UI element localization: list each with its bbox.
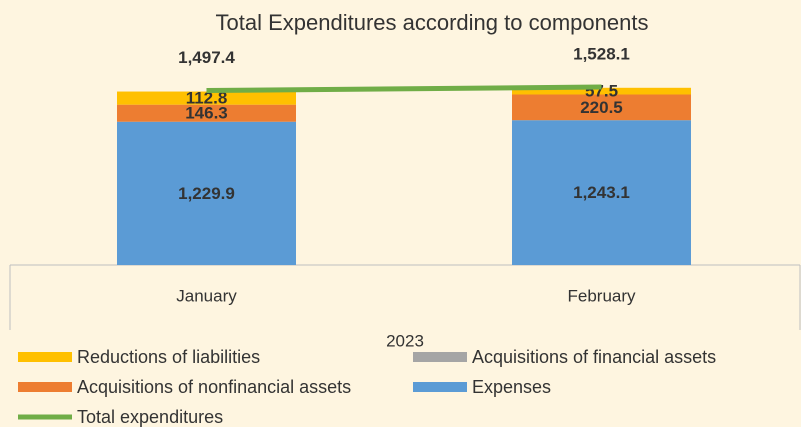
data-label: 220.5 [580, 98, 623, 117]
data-label: 1,229.9 [178, 184, 235, 203]
legend-swatch [18, 352, 72, 362]
legend-label: Expenses [472, 377, 551, 397]
legend-swatch [413, 382, 467, 392]
chart-title: Total Expenditures according to componen… [216, 10, 649, 35]
data-label: 112.8 [186, 89, 228, 108]
bar-segment [512, 87, 691, 95]
total-label: 1,528.1 [573, 44, 630, 63]
total-line [206, 84, 602, 94]
data-label: 146.3 [185, 104, 228, 123]
x-tick-label: February [567, 286, 636, 305]
group-label: 2023 [386, 331, 424, 350]
data-label: 57.5 [585, 82, 618, 101]
legend-label: Acquisitions of financial assets [472, 347, 716, 367]
bar-segment [512, 120, 691, 265]
x-tick-label: January [176, 286, 237, 305]
legend-label: Total expenditures [77, 407, 223, 427]
legend-swatch [413, 352, 467, 362]
total-label: 1,497.4 [178, 48, 235, 67]
bar-segment [117, 121, 296, 266]
bar-segment [117, 104, 296, 122]
legend-label: Reductions of liabilities [77, 347, 260, 367]
legend-label: Acquisitions of nonfinancial assets [77, 377, 351, 397]
bar-segment [117, 91, 296, 105]
legend-swatch [18, 382, 72, 392]
bar-segment [512, 94, 691, 121]
data-label: 1,243.1 [573, 183, 630, 202]
